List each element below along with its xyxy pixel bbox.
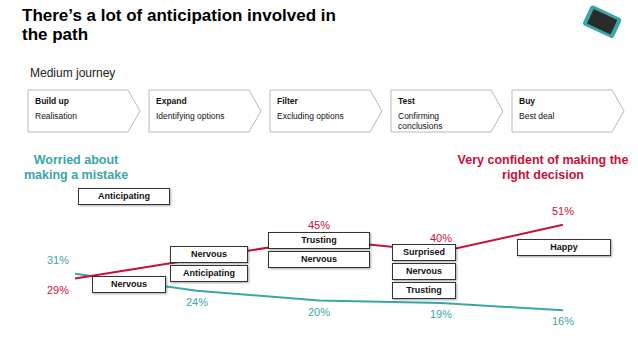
html-text:Happy: Happy [550,242,578,252]
html-text:Build up: Build up [35,96,69,106]
html-text:Nervous: Nervous [406,266,442,276]
html-text:Trusting: Trusting [301,235,337,245]
html-text:Anticipating: Anticipating [183,268,235,278]
svg-text:45%: 45% [308,219,330,231]
html-text:Confirming conclusions: Confirming conclusions [398,111,443,131]
html-text:Realisation: Realisation [35,111,78,121]
html-text:There’s a lot of anticipation: There’s a lot of anticipation involved i… [22,6,336,44]
html-text:Nervous: Nervous [111,279,147,289]
html-text:Buy: Buy [519,96,536,106]
html-text:Identifying options: Identifying options [156,111,225,121]
html-text:Trusting: Trusting [406,285,442,295]
svg-text:19%: 19% [430,308,452,320]
svg-text:40%: 40% [430,232,452,244]
svg-text:31%: 31% [47,254,69,266]
html-text:Expand: Expand [156,96,187,106]
html-text:Best deal: Best deal [519,111,555,121]
svg-text:16%: 16% [552,315,574,327]
svg-text:29%: 29% [47,284,69,296]
svg-text:24%: 24% [186,296,208,308]
html-text:Very confident of making the r: Very confident of making the right decis… [457,153,629,182]
html-text:Filter: Filter [277,96,298,106]
html-text:Anticipating: Anticipating [98,191,150,201]
html-text:Medium journey: Medium journey [30,66,116,80]
svg-text:20%: 20% [308,306,330,318]
html-text:Nervous: Nervous [191,249,227,259]
html-text:Test: Test [398,96,415,106]
html-text:Excluding options: Excluding options [277,111,344,121]
html-text:Surprised: Surprised [403,247,445,257]
html-text:Nervous: Nervous [301,254,337,264]
svg-text:51%: 51% [552,205,574,217]
html-text:Worried about making a mistake: Worried about making a mistake [23,153,129,182]
